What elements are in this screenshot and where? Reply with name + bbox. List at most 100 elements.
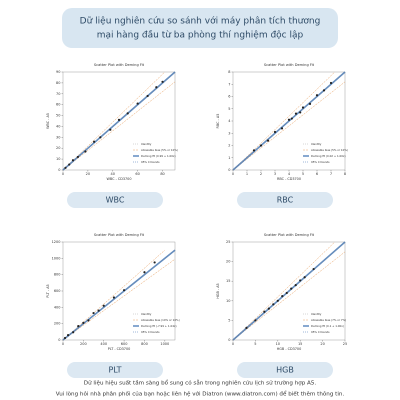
y-tick-label: 25 — [226, 240, 230, 244]
data-point — [82, 321, 85, 324]
x-tick-label: 200 — [80, 342, 87, 346]
legend-label: Identity — [141, 312, 152, 316]
y-tick-label: 7 — [228, 82, 230, 86]
bias-line — [232, 71, 335, 171]
x-axis-label: RBC - CD3700 — [277, 177, 301, 181]
identity-line — [232, 71, 346, 171]
y-tick-label: 40 — [56, 124, 60, 128]
data-point — [301, 106, 305, 109]
x-tick-label: 40 — [111, 172, 115, 176]
legend-label: Identity — [311, 142, 322, 146]
footer-text: Vui lòng hỏi nhà phân phối của bạn hoặc … — [56, 391, 345, 398]
y-tick-label: 60 — [56, 103, 60, 107]
footer-text: Dữ liệu hiệu suất tầm sàng bổ sung có sẵ… — [84, 379, 317, 387]
identity-line — [232, 241, 346, 341]
data-point — [308, 102, 312, 105]
data-point — [266, 139, 270, 142]
data-point — [259, 144, 263, 147]
y-tick-label: 6 — [228, 95, 230, 99]
legend-label: Deming fit (0.99 + 1.00x) — [141, 154, 176, 158]
plot-frame — [232, 241, 346, 341]
y-tick-label: 10 — [226, 299, 230, 303]
data-point — [109, 128, 112, 131]
data-point — [280, 127, 284, 130]
x-tick-label: 0 — [62, 172, 64, 176]
y-tick-label: 8 — [228, 70, 230, 74]
y-tick-label: 400 — [54, 305, 61, 309]
data-point — [322, 89, 326, 92]
x-tick-label: 25 — [343, 342, 347, 346]
data-point — [102, 304, 105, 307]
y-tick-label: 0 — [58, 168, 60, 172]
data-point — [87, 319, 90, 322]
data-point — [276, 299, 279, 302]
x-tick-label: 1 — [246, 172, 248, 176]
x-tick-label: 400 — [100, 342, 107, 346]
bias-line — [232, 251, 346, 341]
data-point — [315, 94, 319, 97]
bias-line — [232, 81, 346, 171]
data-point — [84, 150, 87, 153]
data-point — [281, 294, 284, 298]
data-point — [97, 309, 100, 312]
x-tick-label: 15 — [298, 342, 302, 346]
data-point — [68, 163, 71, 166]
data-point — [112, 296, 116, 299]
x-axis-label: WBC - CD3700 — [107, 177, 132, 181]
data-point — [71, 159, 75, 162]
header-title: mại hàng đầu từ ba phòng thí nghiệm độc … — [97, 30, 304, 41]
fit-line — [62, 249, 176, 341]
y-axis-label: HGB - A5 — [216, 283, 220, 298]
data-point — [287, 118, 291, 121]
x-axis-label: PLT - CD3700 — [108, 347, 131, 351]
legend-label: 95% CI bands — [141, 330, 160, 334]
legend-label: 95% CI bands — [311, 160, 330, 164]
data-point — [290, 117, 293, 120]
bias-line — [62, 249, 165, 341]
y-tick-label: 50 — [56, 114, 60, 118]
x-tick-label: 10 — [276, 342, 280, 346]
caption: PLT — [108, 366, 121, 375]
data-point — [272, 303, 275, 306]
data-point — [161, 80, 164, 83]
data-point — [64, 166, 67, 169]
x-tick-label: 5 — [254, 342, 256, 346]
x-axis-label: HGB - CD3700 — [277, 347, 302, 351]
data-point — [329, 81, 333, 85]
caption-box — [237, 192, 333, 208]
caption-box — [237, 362, 333, 378]
y-tick-label: 1 — [228, 156, 230, 160]
bias-line — [62, 81, 176, 171]
y-tick-label: 1200 — [52, 240, 61, 244]
legend-label: Allowable bias (10% or 10%) — [141, 318, 180, 322]
y-tick-label: 70 — [56, 92, 60, 96]
y-tick-label: 0 — [228, 168, 230, 172]
x-tick-label: 0 — [62, 342, 64, 346]
x-tick-label: 800 — [141, 342, 148, 346]
data-point — [136, 102, 139, 105]
data-point — [285, 291, 288, 295]
caption: WBC — [106, 196, 125, 205]
x-tick-label: 3 — [274, 172, 276, 176]
y-tick-label: 3 — [228, 131, 230, 135]
x-tick-label: 8 — [344, 172, 346, 176]
data-point — [122, 289, 126, 292]
data-point — [252, 149, 256, 152]
y-tick-label: 2 — [228, 144, 230, 148]
y-tick-label: 20 — [226, 260, 230, 264]
header-title: Dữ liệu nghiên cứu so sánh với máy phân … — [80, 16, 321, 27]
y-tick-label: 20 — [56, 146, 60, 150]
data-point — [263, 310, 266, 313]
caption: RBC — [277, 196, 294, 205]
legend-label: 95% CI bands — [141, 160, 160, 164]
y-tick-label: 80 — [56, 81, 60, 85]
data-point — [143, 271, 146, 274]
data-point — [294, 284, 297, 287]
y-tick-label: 15 — [226, 279, 230, 283]
data-point — [77, 325, 80, 328]
x-tick-label: 6 — [316, 172, 318, 176]
data-point — [312, 267, 315, 271]
chart-title: Scatter Plot with Deming Fit — [94, 63, 145, 67]
